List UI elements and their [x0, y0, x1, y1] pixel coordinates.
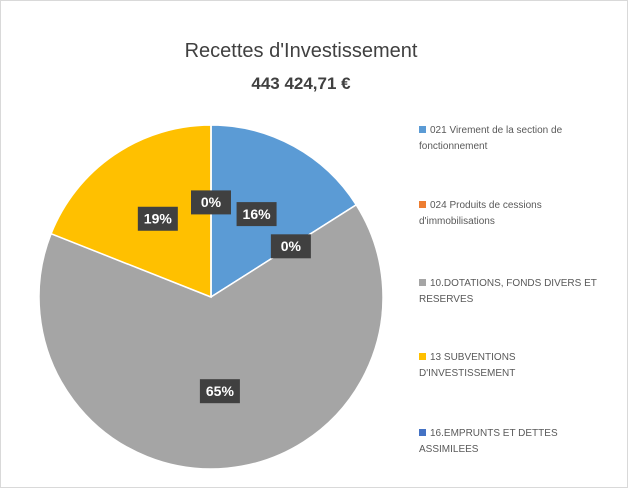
chart-title: Recettes d'Investissement	[185, 40, 418, 62]
data-label-text: 19%	[144, 210, 173, 226]
legend-label: 024 Produits de cessions d'immobilisatio…	[419, 200, 542, 227]
chart-subtitle: 443 424,71 €	[251, 74, 351, 93]
data-label-box	[191, 190, 231, 215]
data-label: 0%	[270, 234, 311, 259]
legend-item: 021 Virement de la section de fonctionne…	[419, 123, 609, 155]
legend-swatch	[419, 353, 426, 360]
data-label: 0%	[191, 190, 231, 215]
pie-slice	[210, 124, 358, 299]
legend-label: 16.EMPRUNTS ET DETTES ASSIMILEES	[419, 428, 558, 455]
legend-swatch	[419, 279, 426, 286]
legend-swatch	[419, 429, 426, 436]
data-label-box	[199, 379, 240, 404]
data-label-text: 0%	[201, 194, 222, 210]
legend-label: 10.DOTATIONS, FONDS DIVERS ET RESERVES	[419, 278, 597, 305]
legend-item: 16.EMPRUNTS ET DETTES ASSIMILEES	[419, 426, 609, 458]
data-label-box	[236, 202, 277, 227]
data-label-text: 0%	[281, 238, 302, 254]
legend-swatch	[419, 201, 426, 208]
pie-slice	[50, 124, 212, 299]
legend-label: 021 Virement de la section de fonctionne…	[419, 125, 563, 152]
legend-item: 024 Produits de cessions d'immobilisatio…	[419, 198, 609, 230]
legend-item: 13 SUBVENTIONS D'INVESTISSEMENT	[419, 350, 609, 382]
legend-label: 13 SUBVENTIONS D'INVESTISSEMENT	[419, 352, 516, 379]
data-label-box	[137, 206, 178, 231]
data-label-text: 65%	[206, 383, 235, 399]
data-label-text: 16%	[243, 206, 272, 222]
legend-item: 10.DOTATIONS, FONDS DIVERS ET RESERVES	[419, 276, 609, 308]
data-label: 16%	[236, 202, 277, 227]
data-label-box	[270, 234, 311, 259]
pie-slice	[38, 203, 384, 470]
data-label: 65%	[199, 379, 240, 404]
legend-swatch	[419, 126, 426, 133]
data-label: 19%	[137, 206, 178, 231]
